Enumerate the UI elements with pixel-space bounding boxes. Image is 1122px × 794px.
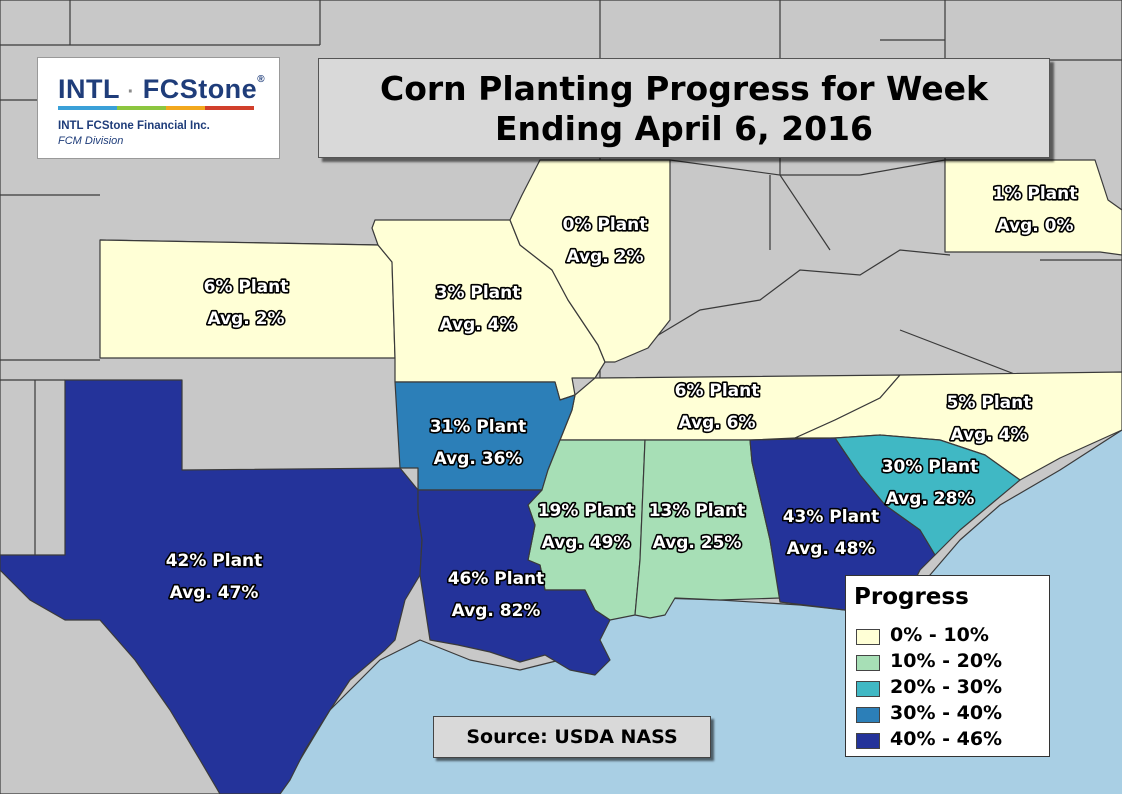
legend-label: 40% - 46% [890, 728, 1003, 750]
label-north-carolina-plant: 5% Plant [947, 393, 1032, 413]
legend-swatch [856, 733, 880, 749]
label-tennessee-avg: Avg. 6% [678, 413, 755, 433]
label-georgia-avg: Avg. 48% [787, 539, 876, 559]
map-title-line-1: Corn Planting Progress for Week [379, 69, 988, 108]
label-illinois-plant: 0% Plant [563, 215, 648, 235]
label-missouri-plant: 3% Plant [436, 283, 521, 303]
logo-wordmark: INTL · FCStone® [58, 74, 265, 105]
label-tennessee-plant: 6% Plant [675, 381, 760, 401]
legend-title: Progress [854, 584, 969, 610]
legend-label: 30% - 40% [890, 702, 1003, 724]
label-south-carolina-plant: 30% Plant [882, 457, 979, 477]
logo-brand-right: FCStone [142, 74, 258, 104]
legend-label: 20% - 30% [890, 676, 1003, 698]
logo-division-name: FCM Division [58, 135, 124, 147]
label-kansas-avg: Avg. 2% [207, 309, 284, 329]
label-texas-avg: Avg. 47% [170, 583, 259, 603]
label-texas-plant: 42% Plant [166, 551, 263, 571]
state-illinois [509, 159, 671, 363]
source-box: Source: USDA NASS [433, 716, 711, 758]
state-georgia [749, 437, 936, 611]
label-louisiana-avg: Avg. 82% [452, 601, 541, 621]
source-note: Source: USDA NASS [466, 726, 678, 748]
state-labels: 6% Plant Avg. 2% 3% Plant Avg. 4% 0% Pla… [164, 182, 1079, 622]
label-mississippi-plant: 19% Plant [538, 501, 635, 521]
label-louisiana-plant: 46% Plant [448, 569, 545, 589]
label-pennsylvania-avg: Avg. 0% [996, 216, 1073, 236]
company-logo: INTL · FCStone® INTL FCStone Financial I… [37, 57, 280, 159]
label-alabama-plant: 13% Plant [649, 501, 746, 521]
logo-brand-left: INTL [58, 74, 120, 104]
logo-company-name: INTL FCStone Financial Inc. [58, 120, 210, 132]
label-mississippi-avg: Avg. 49% [542, 533, 631, 553]
label-south-carolina-avg: Avg. 28% [886, 489, 975, 509]
label-georgia-plant: 43% Plant [783, 507, 880, 527]
legend-label: 0% - 10% [890, 624, 989, 646]
legend-swatch [856, 655, 880, 671]
legend-label: 10% - 20% [890, 650, 1003, 672]
label-kansas-plant: 6% Plant [204, 277, 289, 297]
state-missouri [371, 219, 606, 401]
logo-color-bar [58, 106, 254, 110]
state-louisiana [417, 489, 611, 676]
legend-swatch [856, 707, 880, 723]
state-pennsylvania [944, 159, 1122, 256]
logo-registered-mark: ® [257, 74, 266, 85]
label-alabama-avg: Avg. 25% [653, 533, 742, 553]
legend-swatch [856, 681, 880, 697]
label-arkansas-plant: 31% Plant [430, 417, 527, 437]
map-title-line-2: Ending April 6, 2016 [495, 109, 873, 148]
logo-separator: · [127, 81, 135, 103]
label-pennsylvania-plant: 1% Plant [993, 184, 1078, 204]
legend: Progress 0% - 10% 10% - 20% 20% - 30% 30… [845, 575, 1050, 757]
label-north-carolina-avg: Avg. 4% [950, 425, 1027, 445]
state-kansas [99, 239, 396, 359]
label-illinois-avg: Avg. 2% [566, 247, 643, 267]
legend-swatch [856, 629, 880, 645]
label-arkansas-avg: Avg. 36% [434, 449, 523, 469]
label-missouri-avg: Avg. 4% [439, 315, 516, 335]
title-box: Corn Planting Progress for Week Ending A… [318, 58, 1050, 158]
